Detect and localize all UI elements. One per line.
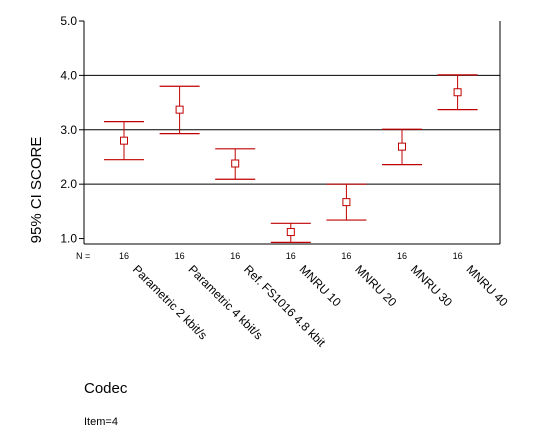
gridlines xyxy=(84,74,500,185)
mean-marker xyxy=(175,105,184,114)
error-bar xyxy=(326,183,367,221)
x-tick-label: MNRU 30 xyxy=(408,262,455,309)
error-bar xyxy=(215,148,256,180)
mean-marker xyxy=(453,88,462,97)
mean-marker xyxy=(286,228,295,237)
n-value-label: 16 xyxy=(230,251,240,261)
error-bar xyxy=(382,128,422,166)
x-axis-label: Codec xyxy=(84,380,128,397)
error-bar xyxy=(104,121,144,161)
n-value-label: 16 xyxy=(119,251,129,261)
n-value-label: 16 xyxy=(286,251,296,261)
mean-marker xyxy=(342,198,351,207)
footnote: Item=4 xyxy=(84,416,118,428)
axes xyxy=(83,21,501,245)
error-bar xyxy=(437,74,478,111)
y-tick-label: 2.0 xyxy=(60,177,77,191)
n-value-label: 16 xyxy=(341,251,351,261)
y-tick-label: 5.0 xyxy=(60,14,77,28)
error-bars xyxy=(104,74,478,243)
mean-marker xyxy=(398,142,406,151)
x-tick-label: MNRU 20 xyxy=(352,262,399,309)
y-tick-label: 3.0 xyxy=(60,123,77,137)
y-tick-label: 4.0 xyxy=(60,68,77,82)
mean-marker xyxy=(231,159,240,168)
n-value-label: 16 xyxy=(175,251,185,261)
n-labels: 16 16 16 16 16 16 16 xyxy=(119,251,463,261)
n-value-label: 16 xyxy=(453,251,463,261)
x-tick-label: MNRU 10 xyxy=(297,262,344,309)
x-tick-label: MNRU 40 xyxy=(463,262,510,309)
y-axis-label: 95% CI SCORE xyxy=(28,137,45,244)
mean-marker xyxy=(120,136,128,145)
y-axis-ticks: 1.0 2.0 3.0 4.0 5.0 xyxy=(60,14,84,246)
error-bar xyxy=(270,222,311,243)
n-equals-label: N = xyxy=(76,251,90,261)
n-value-label: 16 xyxy=(397,251,407,261)
error-bar xyxy=(159,85,200,135)
y-tick-label: 1.0 xyxy=(60,232,77,246)
